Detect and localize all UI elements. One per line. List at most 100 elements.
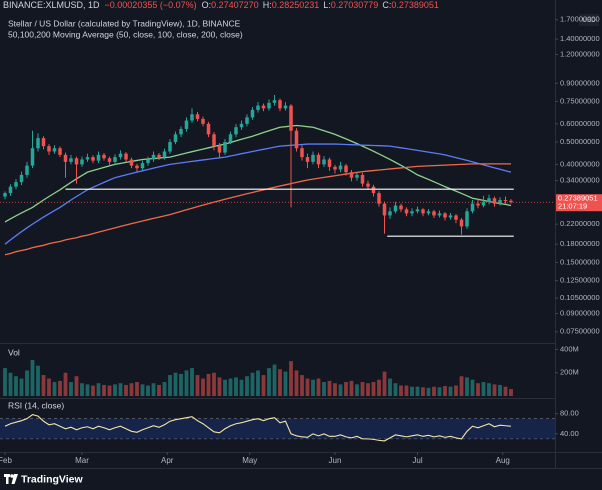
candle-body [261,105,266,109]
y-tick-label: 0.40000000 [560,159,600,168]
rsi-band [0,418,555,439]
x-tick-label: Mar [75,456,89,465]
y-tick-label: 200M [560,368,579,377]
ohlc-value: 0.28250231 [272,0,320,10]
volume-bar [388,378,392,396]
volume-bar [107,385,112,396]
ohlc-value: 0.27030779 [331,0,379,10]
candle-body [25,165,29,175]
candle-body [360,174,365,184]
volume-bar [157,384,161,396]
candle-body [305,157,310,162]
volume-bar [129,383,134,396]
candle-body [184,120,189,129]
volume-bar [487,383,491,396]
candle-body [19,174,24,183]
candle-body [58,148,62,155]
candle-body [239,123,244,128]
y-tick-label: 0.07500000 [560,327,600,336]
candle-body [173,134,178,143]
candle-body [470,203,475,212]
volume-bar [465,377,469,396]
candle-body [201,118,205,124]
y-tick-label: 0.22000000 [560,219,600,228]
y-tick-label: 1.40000000 [560,34,600,43]
candle-body [278,100,282,109]
candle-body [344,165,348,173]
volume-bar [206,373,211,396]
x-tick-label: Feb [0,456,12,465]
candle-body [124,153,128,160]
volume-bar [41,375,46,396]
logo-part [11,474,18,484]
candle-body [410,211,414,214]
volume-bar [47,378,51,396]
volume-bar [454,385,458,396]
candle-body [256,105,260,110]
y-tick-label: 1.70000000 [560,15,600,24]
candle-body [267,102,271,109]
candle-body [454,215,458,220]
x-tick-label: Aug [496,456,510,465]
candle-body [245,117,249,124]
candle-body [272,100,277,103]
volume-bar [410,386,414,396]
volume-bar [162,382,167,396]
volume-bar [492,384,497,396]
candle-body [36,138,40,149]
moving-average [4,163,511,256]
y-tick-label: 0.09000000 [560,308,600,317]
volume-bar [294,370,299,396]
candle-body [443,213,447,218]
indicator-legend: 50,100,200 Moving Average (50, close, 10… [8,29,243,39]
volume-bar [179,373,183,396]
candle-body [157,154,161,158]
volume-bar [503,386,508,396]
volume-bar [190,368,194,396]
symbol: BINANCE:XLMUSD, 1D [3,0,100,10]
candle-body [250,109,255,118]
rsi-title: RSI (14, close) [8,400,64,410]
volume-bar [261,375,266,396]
candle-body [206,123,211,135]
volume-bar [509,389,513,396]
y-tick-label: 80.00 [560,409,579,418]
candle-body [74,158,79,165]
volume-bar [470,379,475,396]
candle-body [388,211,392,216]
y-tick-label: 400M [560,344,579,353]
volume-bar [377,379,381,396]
candle-body [382,203,387,216]
volume-bar [217,377,222,396]
moving-average [4,124,512,223]
volume-bar [63,372,68,396]
countdown-label: 21:07:19 [558,202,587,211]
candle-body [52,148,57,152]
volume-bar [195,375,200,396]
ohlc-key: O: [202,0,212,10]
volume-bar [382,371,387,396]
x-tick-label: Jul [412,456,422,465]
candle-body [151,154,156,160]
logo-part [6,474,9,484]
volume-bar [272,364,277,396]
brand: TradingView [21,473,83,485]
last-price-box [556,194,602,212]
volume-bar [443,386,447,396]
volume-bar [305,378,310,396]
candle-body [129,159,134,166]
volume-bar [168,375,172,396]
volume-bar [201,378,205,396]
ohlc-key: L: [323,0,331,10]
candle-body [311,154,315,162]
candle-body [96,154,101,161]
volume-bar [322,382,326,396]
candle-body [432,211,436,216]
candle-body [338,165,343,170]
price-pane [0,95,555,256]
candle-body [415,209,420,212]
volume-bar [113,384,117,396]
last-price-label: 0.27389051 [558,194,598,203]
